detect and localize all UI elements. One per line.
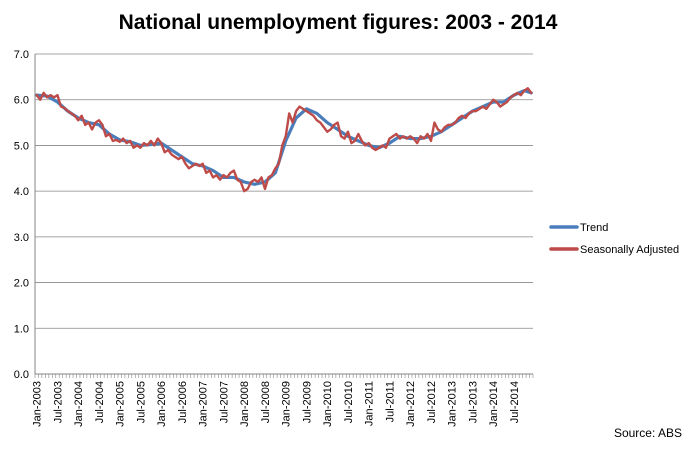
x-tick-label: Jan-2012 <box>405 381 417 427</box>
axes <box>34 54 534 378</box>
x-tick-label: Jan-2004 <box>73 381 85 427</box>
x-tick-label: Jan-2014 <box>488 381 500 427</box>
y-tick-label: 1.0 <box>14 323 29 335</box>
source-annotation: Source: ABS <box>614 426 682 440</box>
x-tick-label: Jan-2005 <box>115 381 127 427</box>
legend: Trend Seasonally Adjusted <box>549 222 679 256</box>
x-tick-label: Jan-2013 <box>447 381 459 427</box>
gridlines <box>35 53 533 329</box>
series-line-seasonally-adjusted <box>35 87 533 193</box>
x-tick-label: Jul-2011 <box>384 381 396 422</box>
y-tick-label: 4.0 <box>14 186 29 198</box>
x-tick-label: Jul-2008 <box>260 381 272 423</box>
x-tick-label: Jul-2013 <box>467 381 479 423</box>
legend-label-trend: Trend <box>580 222 608 234</box>
chart-title: National unemployment figures: 2003 - 20… <box>119 11 558 34</box>
y-tick-label: 6.0 <box>14 95 29 107</box>
y-tick-label: 7.0 <box>14 49 29 61</box>
x-tick-label: Jan-2010 <box>322 381 334 427</box>
legend-label-seasonally-adjusted: Seasonally Adjusted <box>580 244 679 256</box>
x-tick-label: Jan-2006 <box>156 381 168 427</box>
y-tick-label: 3.0 <box>14 232 29 244</box>
x-tick-label: Jan-2011 <box>364 381 376 426</box>
x-tick-label: Jan-2009 <box>281 381 293 427</box>
x-tick-label: Jul-2010 <box>343 381 355 423</box>
y-tick-label: 5.0 <box>14 140 29 152</box>
y-tick-label: 2.0 <box>14 278 29 290</box>
x-tick-label: Jul-2007 <box>218 381 230 423</box>
x-tick-label: Jan-2008 <box>239 381 251 427</box>
x-tick-label: Jan-2003 <box>32 381 44 427</box>
x-tick-label: Jul-2012 <box>426 381 438 423</box>
x-tick-label: Jul-2005 <box>135 381 147 423</box>
y-tick-label: 0.0 <box>14 369 29 381</box>
x-tick-label: Jul-2014 <box>509 381 521 423</box>
x-tick-label: Jul-2003 <box>52 381 64 423</box>
x-tick-labels: Jan-2003 Jul-2003 Jan-2004 Jul-2004 Jan-2005… <box>32 381 521 427</box>
x-tick-label: Jul-2006 <box>177 381 189 423</box>
x-tick-label: Jul-2004 <box>94 381 106 423</box>
x-tick-label: Jan-2007 <box>198 381 210 427</box>
y-tick-labels: 0.0 1.0 2.0 3.0 4.0 5.0 6.0 7.0 <box>14 49 29 381</box>
x-tick-label: Jul-2009 <box>301 381 313 423</box>
series-lines <box>35 87 533 193</box>
